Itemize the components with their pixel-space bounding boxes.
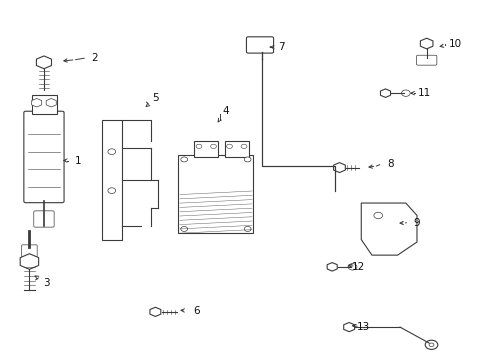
Text: 4: 4: [222, 106, 229, 116]
Circle shape: [374, 212, 383, 219]
FancyBboxPatch shape: [416, 55, 437, 65]
Bar: [178, 155, 253, 233]
Text: 8: 8: [387, 159, 393, 169]
FancyBboxPatch shape: [246, 37, 273, 53]
Bar: [102, 120, 122, 240]
Text: 10: 10: [449, 39, 462, 49]
Bar: [194, 141, 219, 157]
Circle shape: [181, 157, 188, 162]
Circle shape: [196, 144, 202, 148]
Text: 5: 5: [152, 94, 159, 103]
Circle shape: [241, 144, 247, 148]
Text: 7: 7: [278, 42, 285, 52]
Text: 9: 9: [414, 217, 420, 228]
Bar: [32, 95, 57, 114]
FancyBboxPatch shape: [22, 245, 37, 257]
Polygon shape: [361, 203, 417, 255]
Circle shape: [108, 149, 116, 154]
Bar: [224, 141, 249, 157]
FancyBboxPatch shape: [34, 211, 54, 227]
Circle shape: [245, 226, 251, 231]
Circle shape: [181, 226, 188, 231]
FancyBboxPatch shape: [24, 111, 64, 203]
Circle shape: [429, 343, 434, 347]
Circle shape: [211, 144, 217, 148]
Text: 6: 6: [193, 306, 200, 316]
Text: 12: 12: [352, 262, 366, 272]
Text: 1: 1: [74, 156, 81, 166]
Circle shape: [348, 264, 357, 270]
Text: 13: 13: [357, 322, 370, 332]
Circle shape: [108, 188, 116, 193]
Circle shape: [401, 90, 410, 96]
Text: 3: 3: [43, 278, 49, 288]
Text: 11: 11: [417, 88, 431, 98]
Circle shape: [245, 157, 251, 162]
Circle shape: [226, 144, 232, 148]
Text: 2: 2: [92, 53, 98, 63]
Circle shape: [425, 340, 438, 350]
